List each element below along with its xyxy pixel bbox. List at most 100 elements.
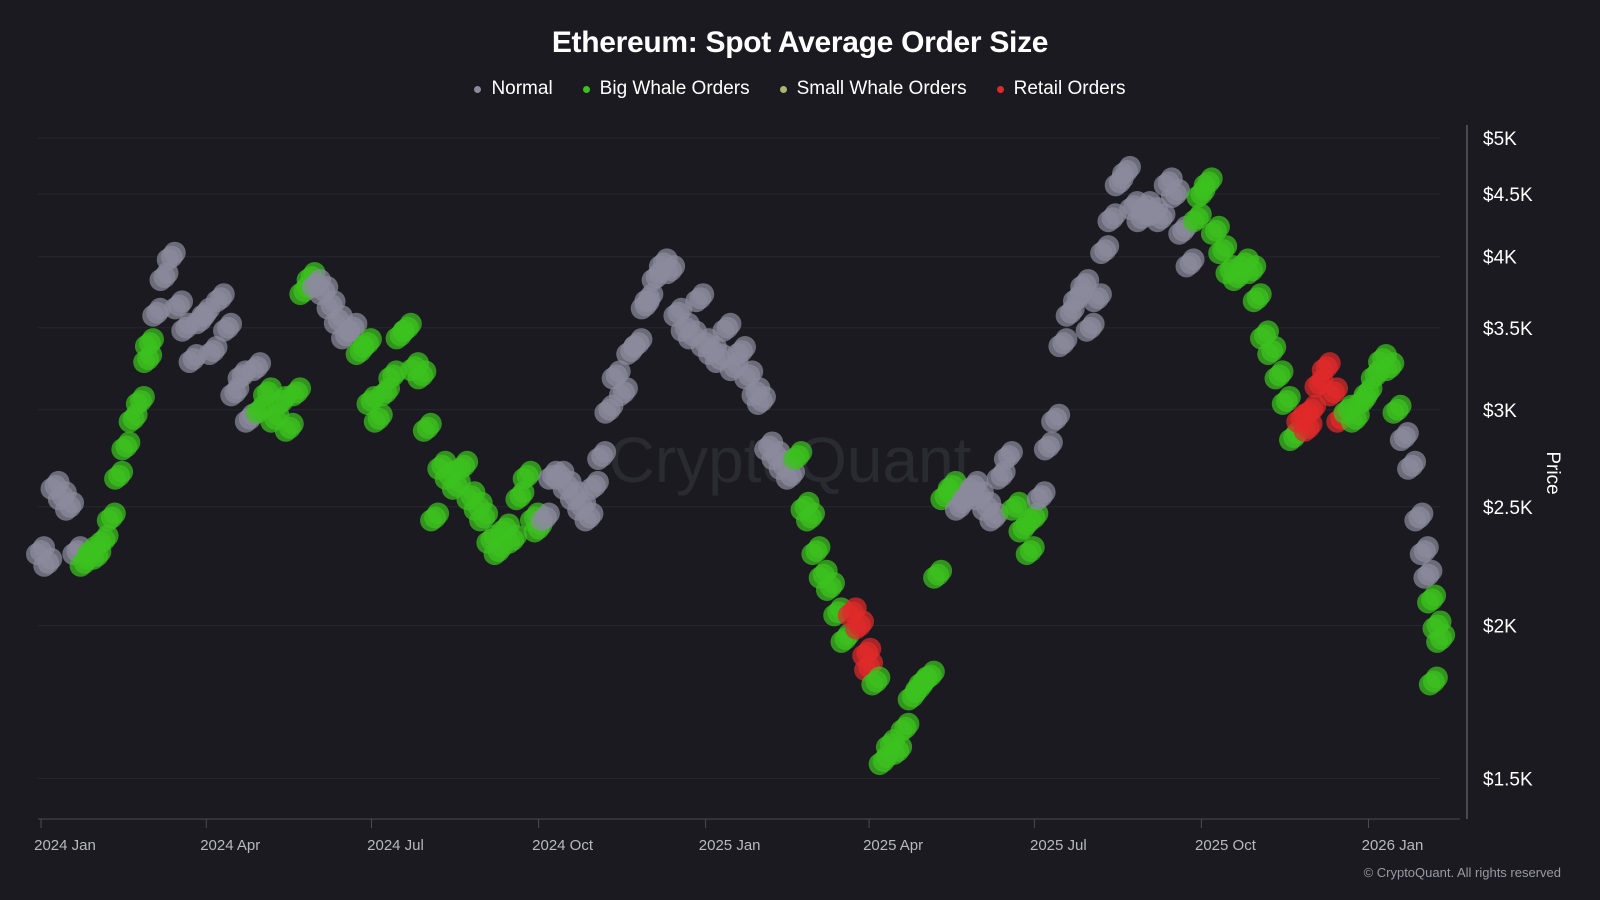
data-point xyxy=(578,506,601,529)
y-tick-label: $4.5K xyxy=(1483,185,1533,206)
data-point xyxy=(278,416,301,439)
data-point xyxy=(509,485,532,508)
data-point xyxy=(583,474,606,497)
data-point xyxy=(453,454,476,477)
data-point xyxy=(799,506,822,529)
data-point xyxy=(1179,252,1202,275)
y-tick-label: $2.5K xyxy=(1483,498,1533,519)
data-point xyxy=(217,316,240,339)
data-point xyxy=(286,381,309,404)
data-point xyxy=(516,464,539,487)
data-point xyxy=(983,506,1006,529)
data-point xyxy=(1408,506,1431,529)
legend-dot-icon xyxy=(779,85,787,93)
data-point xyxy=(1030,485,1053,508)
data-point xyxy=(1275,389,1298,412)
legend: Normal Big Whale Orders Small Whale Orde… xyxy=(0,78,1600,100)
data-point xyxy=(750,389,773,412)
data-point xyxy=(1165,183,1187,206)
legend-label: Normal xyxy=(491,78,553,99)
x-tick-label: 2025 Oct xyxy=(1195,837,1257,854)
data-point xyxy=(1052,332,1075,355)
data-point xyxy=(356,332,379,355)
data-point xyxy=(787,445,810,468)
data-point xyxy=(1045,407,1068,430)
data-point xyxy=(367,407,390,430)
y-tick-label: $5K xyxy=(1483,129,1517,150)
data-point xyxy=(819,575,842,598)
data-point xyxy=(1322,381,1345,404)
data-point xyxy=(780,464,803,487)
data-point xyxy=(153,266,176,289)
data-point xyxy=(382,364,405,387)
data-point xyxy=(660,259,683,282)
legend-item-small-whale[interactable]: Small Whale Orders xyxy=(779,78,967,100)
data-point xyxy=(1268,364,1291,387)
data-point xyxy=(108,464,131,487)
data-point xyxy=(100,506,123,529)
data-point xyxy=(1079,316,1102,339)
data-point xyxy=(246,356,269,379)
data-point xyxy=(1421,588,1444,611)
y-tick-label: $3.5K xyxy=(1483,319,1533,340)
data-point xyxy=(865,670,888,693)
data-point xyxy=(1150,207,1173,230)
data-point xyxy=(473,506,496,529)
data-point xyxy=(805,540,828,563)
data-point xyxy=(1246,287,1269,310)
legend-label: Small Whale Orders xyxy=(796,78,967,99)
data-point xyxy=(627,332,650,355)
y-tick-label: $1.5K xyxy=(1483,770,1533,791)
data-point xyxy=(638,287,661,310)
data-point xyxy=(1101,207,1124,230)
x-tick-label: 2025 Apr xyxy=(863,837,923,854)
data-point xyxy=(37,551,60,574)
data-point xyxy=(202,340,225,363)
data-point xyxy=(1115,159,1138,182)
legend-dot-icon xyxy=(474,85,482,93)
data-point xyxy=(1379,356,1402,379)
data-point xyxy=(93,528,116,551)
data-point xyxy=(591,445,614,468)
x-tick-label: 2024 Oct xyxy=(532,837,594,854)
data-point xyxy=(1413,540,1436,563)
data-point xyxy=(534,506,557,529)
y-tick-label: $2K xyxy=(1483,616,1517,637)
legend-label: Big Whale Orders xyxy=(599,78,750,99)
legend-dot-icon xyxy=(582,85,590,93)
data-point xyxy=(730,340,753,363)
data-point xyxy=(502,528,525,551)
x-tick-label: 2024 Jul xyxy=(367,837,424,854)
legend-item-retail[interactable]: Retail Orders xyxy=(996,78,1126,100)
legend-label: Retail Orders xyxy=(1013,78,1126,99)
data-point xyxy=(129,389,152,412)
data-point xyxy=(612,381,635,404)
legend-item-big-whale[interactable]: Big Whale Orders xyxy=(582,78,750,100)
data-point xyxy=(1094,239,1117,262)
data-point xyxy=(1417,563,1440,586)
x-tick-label: 2025 Jan xyxy=(699,837,761,854)
data-point xyxy=(1197,171,1220,194)
data-point xyxy=(209,287,232,310)
data-point xyxy=(887,739,910,762)
data-point xyxy=(1315,356,1338,379)
data-point xyxy=(160,245,183,268)
y-axis-label: Price xyxy=(1542,451,1563,494)
legend-item-normal[interactable]: Normal xyxy=(474,78,553,100)
data-point xyxy=(1393,426,1416,449)
data-point xyxy=(1430,627,1453,650)
x-tick-label: 2024 Apr xyxy=(200,837,260,854)
data-point xyxy=(1037,435,1060,458)
data-point xyxy=(138,332,161,355)
data-point xyxy=(146,301,169,324)
data-point xyxy=(1074,273,1097,296)
data-point xyxy=(1186,207,1209,230)
data-point xyxy=(411,364,434,387)
data-point xyxy=(1005,495,1028,518)
data-point xyxy=(1241,259,1264,282)
data-point xyxy=(849,614,872,637)
copyright-footer: © CryptoQuant. All rights reserved xyxy=(1363,865,1561,880)
x-tick-label: 2026 Jan xyxy=(1362,837,1424,854)
data-point xyxy=(424,506,447,529)
